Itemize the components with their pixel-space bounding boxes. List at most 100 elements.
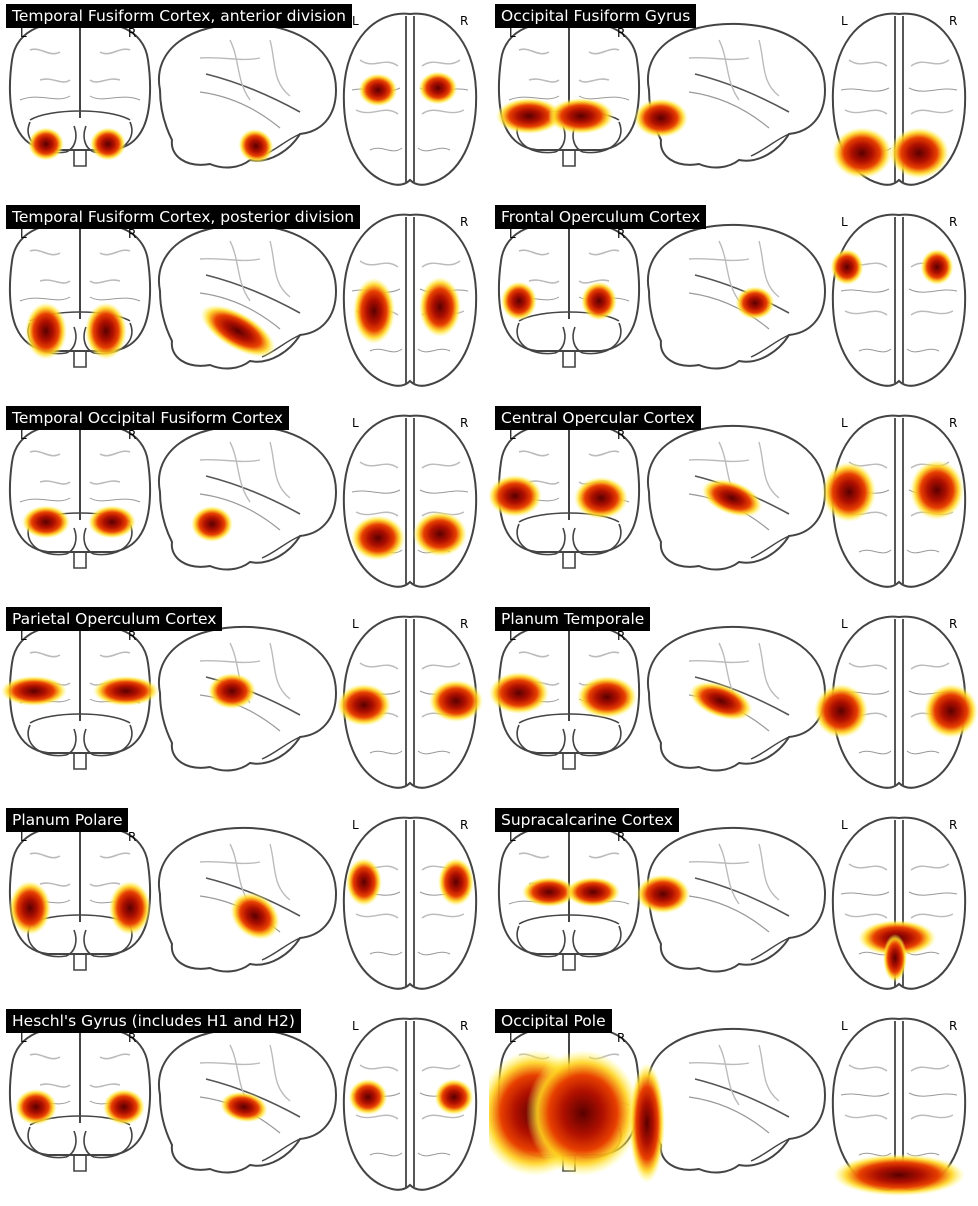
sagittal-view (646, 1027, 827, 1174)
sagittal-view (157, 424, 338, 571)
atlas-panel-4: Frontal Operculum Cortex L R L R (489, 201, 978, 402)
axial-left-label: L (352, 818, 359, 832)
coronal-view (8, 1027, 152, 1172)
activation-blob (90, 127, 126, 161)
axial-left-label: L (841, 14, 848, 28)
coronal-view (497, 424, 641, 569)
glass-brain-views (497, 816, 967, 990)
atlas-panel-12: Occipital Pole L R L R (489, 1005, 978, 1206)
activation-blob (429, 680, 483, 722)
glass-brain-views (1, 615, 483, 789)
coronal-left-label: L (20, 1031, 27, 1045)
activation-blob (438, 858, 474, 906)
glass-brain-views (489, 1017, 967, 1196)
axial-view (342, 414, 478, 588)
activation-blob (238, 128, 274, 164)
atlas-panel-7: Parietal Operculum Cortex L R L R (0, 603, 489, 804)
region-title: Temporal Fusiform Cortex, posterior divi… (6, 205, 361, 229)
region-title: Frontal Operculum Cortex (495, 205, 707, 229)
activation-blob (566, 877, 620, 907)
axial-right-label: R (460, 617, 469, 631)
activation-blob (920, 249, 954, 285)
region-title: Planum Polare (6, 808, 129, 832)
atlas-panel-1: Temporal Fusiform Cortex, anterior divis… (0, 0, 489, 201)
axial-right-label: R (949, 1019, 958, 1033)
coronal-view (497, 22, 641, 167)
axial-left-label: L (352, 617, 359, 631)
axial-left-label: L (841, 215, 848, 229)
glass-brain-views (8, 213, 478, 387)
axial-right-label: R (949, 416, 958, 430)
atlas-panel-2: Occipital Fusiform Gyrus L R L R (489, 0, 978, 201)
coronal-right-label: R (617, 26, 626, 40)
coronal-left-label: L (509, 629, 516, 643)
activation-blob (230, 892, 280, 940)
activation-blob (353, 278, 395, 344)
coronal-right-label: R (617, 428, 626, 442)
coronal-right-label: R (128, 629, 137, 643)
activation-blob (25, 302, 67, 360)
coronal-view (8, 424, 152, 569)
glass-brain-views (8, 1017, 478, 1191)
activation-blob (522, 877, 576, 907)
activation-blob (413, 511, 467, 557)
activation-blob (910, 460, 964, 520)
glass-brain-views (497, 213, 967, 387)
axial-left-label: L (352, 215, 359, 229)
region-title: Planum Temporale (495, 607, 651, 631)
activation-blob (889, 127, 949, 179)
coronal-right-label: R (617, 629, 626, 643)
activation-blob (22, 505, 70, 539)
axial-view (342, 1017, 478, 1191)
activation-blob (526, 1050, 640, 1176)
activation-blob (191, 506, 233, 542)
activation-blob (220, 1091, 268, 1123)
glass-brain-views (8, 414, 478, 588)
axial-left-label: L (352, 1019, 359, 1033)
axial-right-label: R (949, 14, 958, 28)
sagittal-view (646, 22, 827, 169)
activation-blobs (496, 98, 949, 179)
coronal-left-label: L (20, 428, 27, 442)
coronal-right-label: R (128, 428, 137, 442)
activation-blobs (25, 277, 461, 360)
activation-blob (496, 98, 562, 134)
atlas-panel-6: Central Opercular Cortex L R L R (489, 402, 978, 603)
axial-right-label: R (949, 617, 958, 631)
region-title: Occipital Pole (495, 1009, 612, 1033)
activation-blobs (9, 858, 474, 940)
coronal-left-label: L (509, 1031, 516, 1045)
glass-brain-views (489, 615, 978, 789)
coronal-right-label: R (128, 1031, 137, 1045)
axial-left-label: L (841, 1019, 848, 1033)
axial-view (831, 213, 967, 387)
activation-blob (689, 681, 753, 721)
region-title: Temporal Fusiform Cortex, anterior divis… (6, 4, 352, 28)
activation-blobs (1, 673, 483, 726)
coronal-left-label: L (509, 26, 516, 40)
activation-blobs (489, 672, 978, 738)
activation-blob (88, 505, 136, 539)
activation-blob (348, 1079, 388, 1115)
region-title: Occipital Fusiform Gyrus (495, 4, 697, 28)
activation-blob (208, 673, 256, 709)
activation-blobs (28, 71, 458, 164)
activation-blob (636, 874, 690, 914)
coronal-right-label: R (617, 1031, 626, 1045)
axial-right-label: R (460, 14, 469, 28)
activation-blob (629, 1063, 665, 1183)
axial-left-label: L (841, 617, 848, 631)
activation-blob (830, 249, 864, 285)
glass-brain-views (489, 414, 967, 588)
activation-blobs (489, 1050, 965, 1196)
axial-left-label: L (352, 416, 359, 430)
activation-blob (577, 676, 637, 718)
sagittal-view (646, 223, 827, 370)
region-title: Parietal Operculum Cortex (6, 607, 223, 631)
atlas-panel-10: Supracalcarine Cortex L R L R (489, 804, 978, 1005)
axial-right-label: R (460, 416, 469, 430)
activation-blobs (489, 460, 964, 522)
glass-brain-views (8, 816, 478, 990)
sagittal-view (646, 826, 827, 973)
axial-right-label: R (460, 215, 469, 229)
